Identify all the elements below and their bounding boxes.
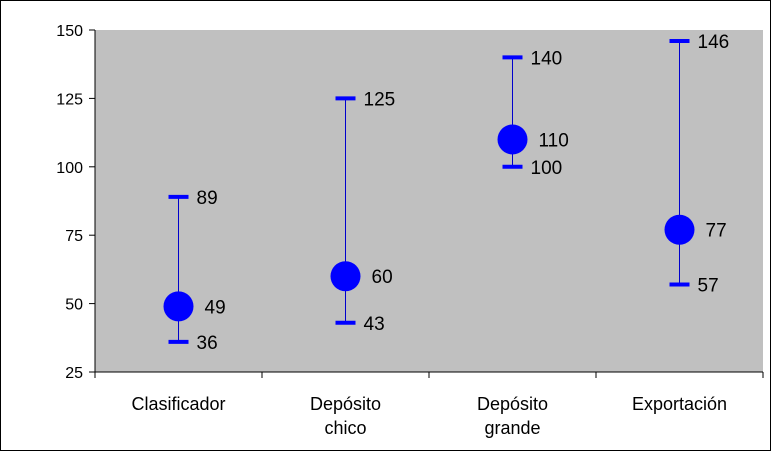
y-tick-label: 125 (56, 91, 83, 108)
low-value-label: 100 (531, 158, 563, 179)
mid-point (664, 214, 695, 245)
x-tick-label: Depósito chico (310, 394, 381, 438)
high-value-label: 146 (698, 32, 730, 53)
mid-point (330, 261, 361, 292)
y-tick-label: 50 (65, 297, 83, 314)
x-tick-label: Depósito grande (477, 394, 548, 438)
x-tick-label-line: chico (324, 418, 366, 438)
low-value-label: 57 (698, 275, 719, 296)
x-tick-label-line: Clasificador (131, 394, 225, 414)
x-tick-label-line: grande (484, 418, 540, 438)
y-tick-label: 100 (56, 160, 83, 177)
data-marks (163, 38, 695, 344)
data-labels: 89 36 49 125 43 60 140 100 110 146 57 77 (197, 32, 730, 354)
y-axis: 25 50 75 100 125 150 (56, 23, 96, 382)
high-value-label: 89 (197, 188, 218, 209)
low-value-label: 36 (197, 333, 218, 354)
y-tick-label: 25 (65, 365, 83, 382)
mid-point (497, 124, 528, 155)
mid-value-label: 110 (539, 130, 569, 151)
low-value-label: 43 (364, 314, 385, 335)
y-tick-label: 150 (56, 23, 83, 40)
mid-value-label: 77 (706, 221, 727, 242)
x-tick-label: Exportación (632, 394, 727, 414)
x-tick-label-line: Depósito (310, 394, 381, 414)
plot-area (95, 30, 763, 372)
high-value-label: 140 (531, 48, 563, 69)
x-tick-label: Clasificador (131, 394, 225, 414)
x-axis: Clasificador Depósito chico Depósito grande E… (94, 371, 764, 438)
y-tick-label: 75 (65, 228, 83, 245)
mid-value-label: 49 (205, 297, 226, 318)
high-value-label: 125 (364, 89, 396, 110)
mid-point (163, 291, 194, 322)
mid-value-label: 60 (372, 267, 393, 288)
x-tick-label-line: Depósito (477, 394, 548, 414)
x-tick-label-line: Exportación (632, 394, 727, 414)
